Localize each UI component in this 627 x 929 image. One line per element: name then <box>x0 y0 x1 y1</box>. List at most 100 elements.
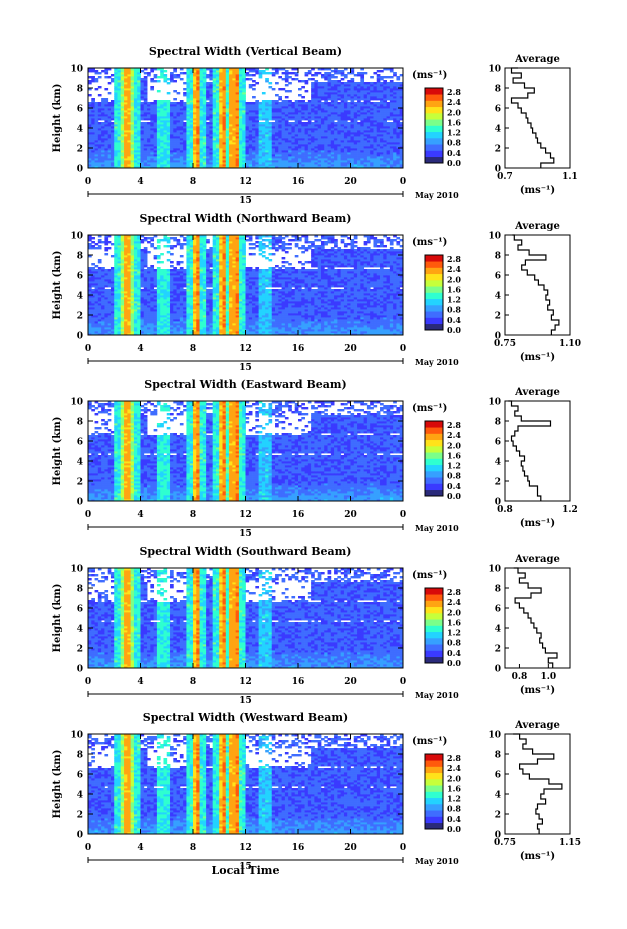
heatmap-cell <box>288 82 292 85</box>
heatmap-cell <box>97 94 102 97</box>
heatmap-cell <box>383 108 387 111</box>
heatmap-cell <box>396 112 401 115</box>
heatmap-cell <box>127 255 132 258</box>
heatmap-cell <box>94 279 99 282</box>
heatmap-cell <box>281 138 286 141</box>
heatmap-cells <box>88 235 404 336</box>
heatmap-cell <box>88 293 92 296</box>
heatmap-cell <box>189 84 194 87</box>
heatmap-cell <box>281 134 286 137</box>
heatmap-cell <box>327 68 332 71</box>
heatmap-cell <box>94 164 99 167</box>
heatmap-cell <box>396 104 401 107</box>
heatmap-cell <box>140 299 145 302</box>
heatmap-cell <box>301 104 305 107</box>
heatmap-cell <box>130 267 135 270</box>
heatmap-cell <box>124 235 128 238</box>
heatmap-cell <box>330 166 335 169</box>
heatmap-cell <box>347 104 351 107</box>
heatmap-cell <box>133 319 138 322</box>
heatmap-cell <box>281 154 286 157</box>
heatmap-cell <box>393 108 397 111</box>
heatmap-cell <box>114 255 118 258</box>
colorbar-segment <box>425 113 443 120</box>
heatmap-cell <box>88 146 92 149</box>
heatmap-cell <box>298 106 302 109</box>
heatmap-cell <box>393 106 397 109</box>
heatmap-cell <box>219 130 223 133</box>
heatmap-cell <box>170 140 174 143</box>
panel-title: Spectral Width (Vertical Beam) <box>149 45 342 58</box>
heatmap-cell <box>232 90 237 93</box>
heatmap-cell <box>373 104 378 107</box>
heatmap-cell <box>271 88 276 91</box>
heatmap-cell <box>179 68 184 71</box>
heatmap-cell <box>350 78 355 81</box>
heatmap-cell <box>130 88 135 91</box>
heatmap-cell <box>275 100 279 103</box>
heatmap-cell <box>340 136 345 139</box>
heatmap-cell <box>350 90 355 93</box>
heatmap-cell <box>124 279 128 282</box>
heatmap-cell <box>353 144 358 147</box>
heatmap-cell <box>350 112 355 115</box>
heatmap-cell <box>311 94 315 97</box>
heatmap-cell <box>396 146 401 149</box>
heatmap-cell <box>163 116 168 119</box>
heatmap-cell <box>222 118 227 121</box>
heatmap-cell <box>311 122 315 125</box>
heatmap-cell <box>94 303 99 306</box>
heatmap-cell <box>219 150 223 153</box>
heatmap-cell <box>370 104 374 107</box>
heatmap-cell <box>366 160 371 163</box>
heatmap-cell <box>212 122 217 125</box>
heatmap-cell <box>91 309 95 312</box>
heatmap-cell <box>360 82 365 85</box>
heatmap-cell <box>173 102 177 105</box>
heatmap-cell <box>117 108 122 111</box>
heatmap-cell <box>199 136 204 139</box>
heatmap-cell <box>133 235 138 238</box>
heatmap-cell <box>225 102 230 105</box>
heatmap-cell <box>301 146 305 149</box>
heatmap-cell <box>104 106 109 109</box>
heatmap-cell <box>298 152 302 155</box>
heatmap-cell <box>150 114 155 117</box>
heatmap-cell <box>320 86 325 89</box>
heatmap-cell <box>232 112 237 115</box>
heatmap-cell <box>343 148 348 151</box>
heatmap-cell <box>327 134 332 137</box>
heatmap-cell <box>147 164 151 167</box>
heatmap-cell <box>206 160 210 163</box>
heatmap-cell <box>337 132 342 135</box>
heatmap-cell <box>399 146 404 149</box>
heatmap-cell <box>268 154 273 157</box>
heatmap-cell <box>399 138 404 141</box>
heatmap-cell <box>133 313 138 316</box>
heatmap-cell <box>130 303 135 306</box>
heatmap-cell <box>350 148 355 151</box>
heatmap-cell <box>330 134 335 137</box>
heatmap-cell <box>330 154 335 157</box>
heatmap-cell <box>376 144 381 147</box>
heatmap-cell <box>156 132 161 135</box>
heatmap-cell <box>291 158 296 161</box>
heatmap-cell <box>255 68 260 71</box>
heatmap-cell <box>275 156 279 159</box>
heatmap-cell <box>340 92 345 95</box>
heatmap-cell <box>268 112 273 115</box>
heatmap-cell <box>222 74 227 77</box>
heatmap-cell <box>370 158 374 161</box>
heatmap-cell <box>393 104 397 107</box>
heatmap-cell <box>88 104 92 107</box>
heatmap-cell <box>360 158 365 161</box>
heatmap-cell <box>337 102 342 105</box>
heatmap-cell <box>235 104 240 107</box>
heatmap-cell <box>114 150 118 153</box>
heatmap-cell <box>153 118 158 121</box>
heatmap-cell <box>140 241 145 244</box>
heatmap-cell <box>337 162 342 165</box>
heatmap-cell <box>120 323 125 326</box>
heatmap-cell <box>114 70 118 73</box>
heatmap-cell <box>278 160 282 163</box>
